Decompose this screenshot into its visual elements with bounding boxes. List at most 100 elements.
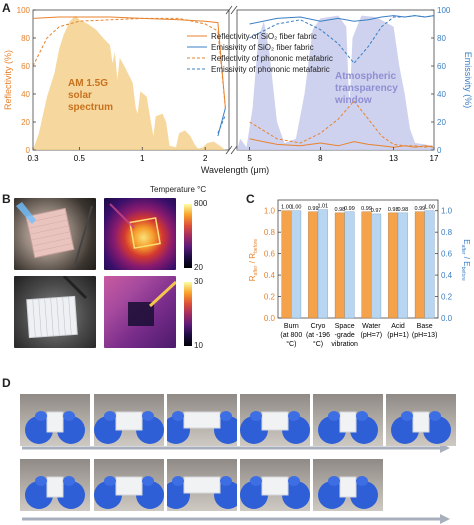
- legend-item-4: Emissivity of phononic metafabric: [211, 65, 330, 74]
- bar-e-5: [397, 212, 408, 319]
- window-annotation-1: Atmospheric: [335, 71, 397, 82]
- sequence-frame-row1-1: [20, 394, 90, 446]
- sequence-frame-row1-2: [94, 394, 164, 446]
- bar-r-6: [414, 211, 425, 319]
- thermal-title: Temperature °C: [150, 185, 207, 194]
- bar-e-4: [371, 213, 382, 319]
- photo-cryo-fabric: [14, 276, 96, 348]
- panel-letter-b: B: [2, 192, 11, 206]
- x-axis-label: Wavelength (μm): [201, 165, 269, 175]
- stability-bar-chart: 1.001.00 0.991.010.980.99 0.990.97 0.980.98…: [248, 199, 471, 348]
- bar-y-tick-left: 0.6: [264, 250, 276, 259]
- colorbar-30-max: 30: [194, 277, 203, 286]
- sequence-frame-row2-4: [240, 459, 310, 511]
- bar-r-5: [388, 212, 399, 319]
- y-tick-left: 80: [21, 34, 30, 43]
- y-axis-label-r-ratio: Rafter / Rbefore: [248, 239, 259, 282]
- category-label: (at 800: [280, 332, 302, 339]
- x-tick: 8: [318, 154, 323, 163]
- bar-label-e: 0.98: [397, 207, 408, 213]
- torch-flame: [16, 202, 36, 224]
- category-label: (pH=13): [412, 332, 437, 339]
- x-tick: 2: [203, 154, 208, 163]
- bar-label-r: 0.98: [388, 207, 399, 213]
- y-tick-left: 40: [21, 90, 30, 99]
- bar-y-tick-left: 0.4: [264, 271, 276, 280]
- y-tick-left: 20: [21, 118, 30, 127]
- series-line-vis-3: [32, 17, 226, 109]
- series-line-vis-2: [217, 107, 226, 137]
- bar-r-3: [334, 212, 345, 319]
- bar-y-tick-right: 0.6: [441, 250, 453, 259]
- bar-label-r: 0.99: [361, 206, 372, 212]
- bar-label-e: 1.01: [317, 204, 328, 210]
- sequence-frame-row2-1: [20, 459, 90, 511]
- y-axis-label-e-ratio: Eafter / Ebefore: [460, 239, 471, 281]
- category-label: -grade: [335, 332, 355, 339]
- solar-annotation-1: AM 1.5G: [68, 78, 108, 89]
- bar-r-2: [308, 211, 319, 319]
- y-tick-right: 100: [437, 6, 451, 15]
- colorbar-800-min: 20: [194, 263, 203, 272]
- thermal-image-cryo: [104, 276, 176, 348]
- x-tick: 0.5: [74, 154, 86, 163]
- bar-label-r: 0.98: [335, 207, 346, 213]
- series-line-vis-4: [217, 114, 226, 134]
- solar-annotation-2: solar: [68, 90, 92, 101]
- y-tick-left: 0: [26, 146, 31, 155]
- bar-y-tick-left: 0.8: [264, 228, 276, 237]
- sequence-frame-row1-5: [313, 394, 383, 446]
- bar-r-1: [281, 210, 292, 319]
- bar-y-tick-right: 0.8: [441, 228, 453, 237]
- category-label: °C): [313, 340, 323, 348]
- window-annotation-3: window: [334, 95, 372, 106]
- category-label: Acid: [391, 323, 405, 330]
- bar-label-r: 1.00: [281, 205, 292, 211]
- bar-y-tick-right: 0.0: [441, 314, 453, 323]
- bar-label-e: 1.00: [291, 205, 302, 211]
- bar-label-e: 1.00: [424, 205, 435, 211]
- panel-letter-d: D: [2, 376, 11, 390]
- category-label: Water: [362, 323, 381, 330]
- y-tick-right: 80: [437, 34, 446, 43]
- y-tick-right: 60: [437, 62, 446, 71]
- x-tick: 5: [247, 154, 252, 163]
- fabric-sample-hot: [16, 202, 93, 269]
- legend: Reflectivity of SiO₂ fiber fabric Emissi…: [187, 32, 333, 74]
- bar-r-4: [361, 211, 372, 319]
- series-line-ir-4: [249, 15, 435, 64]
- series-line-ir-3: [249, 100, 435, 148]
- window-annotation-2: transparency: [335, 83, 398, 94]
- colorbar-30-min: 10: [194, 341, 203, 350]
- y-tick-left: 60: [21, 62, 30, 71]
- sequence-frame-row1-3: [167, 394, 237, 446]
- y-tick-right: 40: [437, 90, 446, 99]
- bar-e-2: [317, 209, 328, 319]
- bar-label-e: 0.97: [371, 208, 382, 214]
- sequence-frame-row1-4: [240, 394, 310, 446]
- y-tick-left: 100: [17, 6, 31, 15]
- bar-e-6: [424, 210, 435, 319]
- category-label: (pH=1): [387, 332, 409, 339]
- bar-y-tick-left: 0.2: [264, 293, 276, 302]
- legend-item-2: Emissivity of SiO₂ fiber fabric: [211, 43, 314, 52]
- category-label: Cryo: [311, 323, 326, 330]
- thermal-image-burning: [104, 198, 176, 270]
- photo-burning-fabric: [14, 198, 96, 270]
- category-label: Space: [335, 323, 355, 330]
- solar-spectrum-area: [33, 15, 226, 150]
- panel-letter-a: A: [2, 1, 11, 15]
- y-axis-label-left: Reflectivity (%): [3, 50, 13, 110]
- bar-y-tick-right: 0.2: [441, 293, 453, 302]
- bar-label-e: 0.99: [344, 206, 355, 212]
- bar-y-tick-right: 0.4: [441, 271, 453, 280]
- panel-letter-c: C: [246, 192, 255, 206]
- x-tick: 13: [389, 154, 398, 163]
- category-label: Burn: [284, 323, 299, 330]
- colorbar-800-max: 800: [194, 199, 208, 208]
- x-tick: 17: [430, 154, 439, 163]
- x-tick: 0.3: [27, 154, 39, 163]
- spectrum-chart: 0 0 20 20 40 40 60 60 80 80 100 100 0.3 0.5 1 2 5 8 13 17 R…: [3, 5, 473, 175]
- category-label: vibration: [331, 341, 358, 348]
- y-axis-label-right: Emissivity (%): [463, 52, 473, 109]
